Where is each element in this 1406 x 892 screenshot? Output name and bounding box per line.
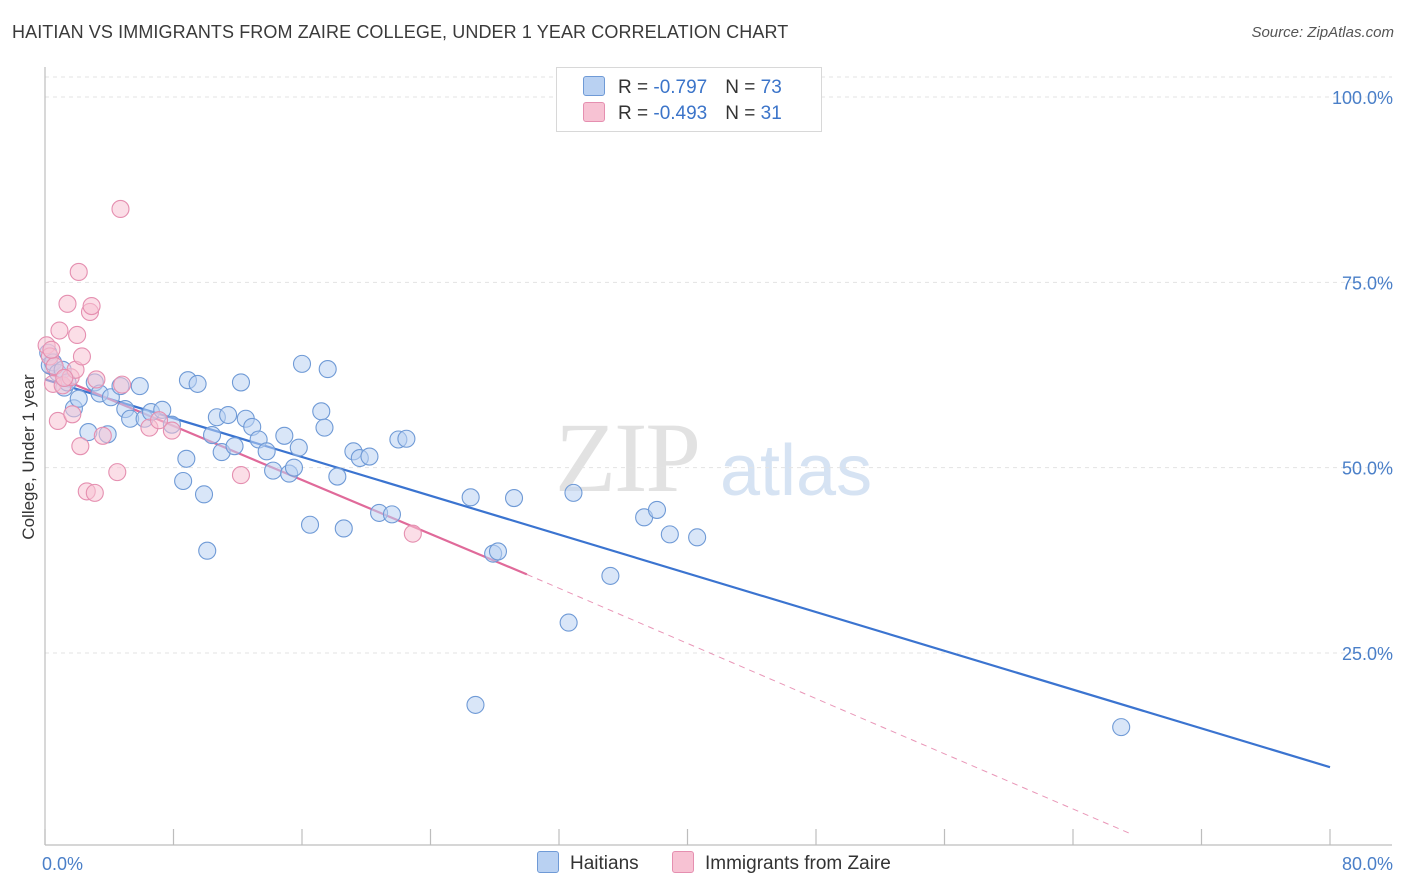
zaire-point [111,199,130,218]
zaire-point [68,325,87,345]
source-label: Source: ZipAtlas.com [1251,24,1394,41]
haitians-point [275,426,294,445]
haitians-point [559,613,578,632]
haitians-point [334,519,353,538]
haitians-point [174,471,193,491]
bottom-legend-haitians[interactable]: Haitians [537,851,639,875]
zaire-point [82,297,101,316]
zaire-point [42,340,61,359]
haitians-point [564,483,583,502]
haitians-point [647,500,667,519]
zaire-legend-label: Immigrants from Zaire [705,853,891,874]
haitians-point [461,488,480,507]
bottom-legend-zaire[interactable]: Immigrants from Zaire [672,851,891,875]
correlation-legend: R = -0.797 N = 73 R = -0.493 N = 31 [556,67,822,132]
haitians-point [1112,718,1131,737]
y-tick-label: 75.0% [1342,273,1393,293]
zaire-n-value: 31 [760,103,782,124]
haitians-n-value: 73 [760,77,782,98]
haitians-point [225,437,244,456]
haitians-point [601,566,620,585]
haitians-point [660,525,679,544]
haitians-point [177,449,196,468]
haitians-point [284,458,304,477]
haitians-point [203,425,222,445]
zaire-trend-extension [526,573,1130,834]
haitians-point [194,485,214,504]
haitians-point [382,505,402,524]
zaire-r-label: R = [618,103,654,124]
haitians-r-label: R = [618,77,654,98]
zaire-swatch [583,102,605,122]
zaire-point [93,426,112,445]
y-tick-label: 50.0% [1342,459,1393,479]
haitians-point [69,389,88,408]
zaire-point [58,294,77,313]
zaire-legend-swatch [672,851,694,873]
haitians-trend-line [44,378,1331,769]
y-tick-label: 25.0% [1342,644,1393,664]
zaire-point [113,375,132,394]
haitians-point [397,429,416,448]
haitians-point [312,402,331,421]
haitians-swatch [583,76,605,96]
haitians-point [688,528,707,547]
haitians-legend-swatch [537,851,559,873]
haitians-point [466,695,485,714]
x-tick-label-min: 0.0% [42,854,83,874]
haitians-point [289,438,308,457]
legend-row-haitians: R = -0.797 N = 73 [583,76,782,102]
grid-lines [45,76,1392,654]
y-tick-label: 100.0% [1332,88,1393,108]
haitians-point [292,354,312,373]
zaire-point [71,437,90,456]
zaire-point [85,483,104,502]
zaire-point [63,405,82,424]
haitians-point [328,467,347,486]
axes [44,67,1392,846]
watermark-atlas: atlas [720,431,873,511]
zaire-point [50,321,69,340]
zaire-point [162,421,181,440]
haitians-point [488,542,508,561]
zaire-point [403,524,422,543]
haitians-point [360,447,379,466]
haitians-point [315,418,334,437]
haitians-point [219,405,238,425]
zaire-point [69,262,88,282]
haitians-r-value: -0.797 [653,77,708,98]
haitians-legend-label: Haitians [570,853,639,874]
tick-labels: 25.0% 50.0% 75.0% 100.0% 0.0% 80.0% [42,88,1393,874]
haitians-point [198,541,217,560]
haitians-point [257,442,276,461]
data-points [37,199,1131,737]
chart-title: HAITIAN VS IMMIGRANTS FROM ZAIRE COLLEGE… [12,22,789,42]
haitians-point [188,374,207,393]
zaire-point [149,411,169,430]
zaire-point [72,347,91,366]
zaire-point [55,368,74,388]
zaire-point [231,466,251,485]
x-tick-label-max: 80.0% [1342,854,1393,874]
zaire-r-value: -0.493 [653,103,708,124]
haitians-n-label: N = [725,77,761,98]
haitians-point [300,515,320,534]
haitians-point [318,360,337,379]
y-axis-title: College, Under 1 year [19,374,38,540]
zaire-point [108,463,127,482]
zaire-point [87,370,106,389]
zaire-n-label: N = [725,103,761,124]
haitians-point [504,489,524,508]
haitians-point [231,373,251,392]
haitians-point [264,461,283,480]
legend-row-zaire: R = -0.493 N = 31 [583,102,782,128]
haitians-point [130,377,149,396]
